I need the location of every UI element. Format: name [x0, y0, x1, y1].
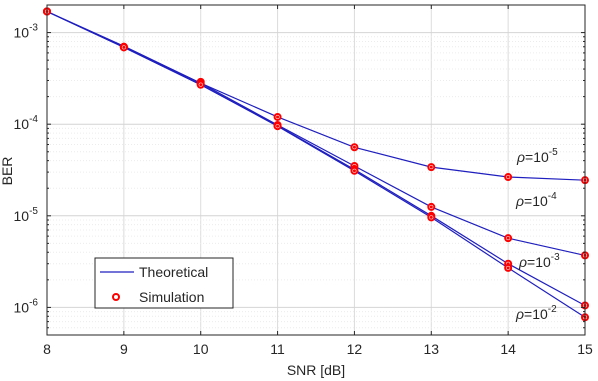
simulation-point-core — [199, 83, 203, 87]
simulation-point-core — [122, 45, 126, 49]
theoretical-curve — [46, 10, 586, 318]
theoretical-curves — [46, 10, 586, 318]
x-tick-label: 15 — [577, 341, 593, 357]
x-tick-label: 8 — [43, 341, 51, 357]
legend-theoretical-label: Theoretical — [139, 264, 208, 280]
rho-label: ρ=10-2 — [515, 304, 557, 322]
x-axis-label: SNR [dB] — [287, 362, 345, 378]
rho-annotations: ρ=10-5 ρ=10-4 ρ=10-3 ρ=10-2 — [515, 147, 560, 322]
legend-simulation-marker — [112, 293, 120, 301]
y-tick-label: 10-4 — [14, 114, 39, 132]
rho-label: ρ=10-5 — [516, 147, 558, 165]
simulation-point-core — [506, 266, 510, 270]
rho-label: ρ=10-4 — [515, 191, 557, 209]
plot-frame — [46, 4, 586, 336]
legend: Theoretical Simulation — [94, 257, 234, 309]
x-tick-label: 11 — [270, 341, 285, 357]
y-tick-label: 10-6 — [14, 297, 39, 315]
x-tick-label: 10 — [193, 341, 209, 357]
simulation-markers — [43, 7, 589, 322]
rho-label: ρ=10-3 — [518, 252, 560, 270]
simulation-point-core — [429, 215, 433, 219]
x-tick-label: 9 — [120, 341, 128, 357]
simulation-point-core — [429, 205, 433, 209]
y-axis-label: BER — [0, 157, 15, 186]
simulation-point-core — [276, 124, 280, 128]
simulation-point-core — [506, 175, 510, 179]
x-tick-label: 14 — [500, 341, 516, 357]
axis-ticks: 8 9 10 11 12 13 14 15 10-3 10-4 10-5 10-6 — [14, 5, 593, 357]
y-tick-label: 10-5 — [14, 206, 39, 224]
legend-simulation-label: Simulation — [139, 289, 204, 305]
simulation-point-core — [352, 169, 356, 173]
y-tick-label: 10-3 — [14, 23, 39, 41]
simulation-point-core — [276, 115, 280, 119]
x-tick-label: 13 — [423, 341, 439, 357]
grid — [47, 5, 585, 335]
simulation-point-core — [352, 145, 356, 149]
simulation-point-core — [506, 236, 510, 240]
x-tick-label: 12 — [347, 341, 363, 357]
simulation-point-core — [429, 165, 433, 169]
